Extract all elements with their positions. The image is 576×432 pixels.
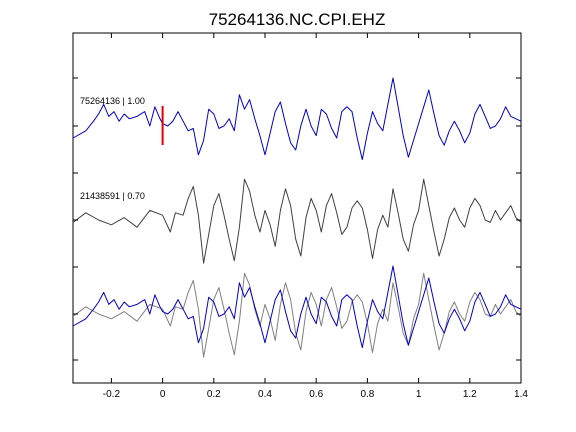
trace-line-1 (72, 178, 522, 264)
y-ticks-group (73, 77, 521, 361)
traces-group (72, 77, 522, 358)
x-tick-label-0: -0.2 (103, 389, 121, 400)
trace-label-1: 21438591 | 0.70 (80, 191, 145, 201)
x-tick-label-5: 0.8 (360, 389, 374, 400)
trace-label-0: 75264136 | 1.00 (80, 96, 145, 106)
x-tick-label-3: 0.4 (258, 389, 272, 400)
x-tick-label-1: 0 (160, 389, 166, 400)
trace-line-0 (72, 77, 522, 161)
chart-title: 75264136.NC.CPI.EHZ (209, 10, 386, 29)
x-tick-label-4: 0.6 (309, 389, 323, 400)
trace-line-2 (72, 265, 522, 349)
x-tick-label-2: 0.2 (207, 389, 221, 400)
trace-line-3 (72, 272, 522, 358)
trace-labels-group: 75264136 | 1.00 21438591 | 0.70 (80, 96, 145, 201)
x-tick-label-8: 1.4 (514, 389, 528, 400)
x-ticks-group: -0.2 0 0.2 0.4 0.6 0.8 1 1.2 1.4 (103, 33, 528, 400)
x-tick-label-7: 1.2 (463, 389, 477, 400)
x-tick-label-6: 1 (416, 389, 422, 400)
